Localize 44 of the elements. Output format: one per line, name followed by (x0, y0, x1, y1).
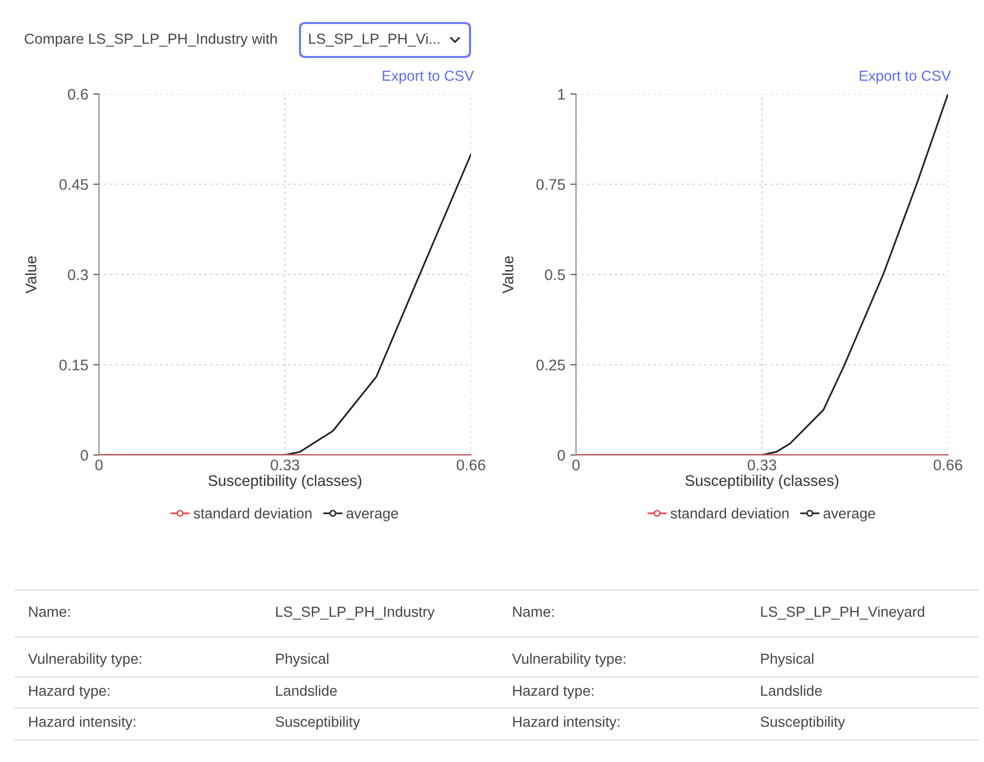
text: Landslide (761, 685, 822, 696)
text: LS_SP_LP_PH_Industry (276, 606, 435, 620)
text: Susceptibility (760, 716, 846, 730)
text: Export to CSV (382, 70, 474, 84)
text: Vulnerability type: (512, 653, 626, 667)
y-tick-label: 0.25 (536, 360, 565, 370)
x-tick-label: 0 (572, 460, 580, 470)
y-tick-label: 0.75 (536, 179, 565, 190)
text: LS_SP_LP_PH_Vi... (309, 33, 440, 47)
x-tick-label: 0.66 (934, 460, 962, 470)
legend-label: standard deviation (670, 508, 788, 519)
legend-label: average (824, 510, 875, 522)
text: Landslide (276, 685, 337, 696)
text: Hazard type: (29, 685, 110, 699)
text: Hazard intensity: (29, 716, 136, 730)
y-axis-title: Value (25, 256, 36, 294)
text: Name: (29, 606, 70, 617)
text: Export to CSV (860, 70, 951, 84)
x-tick-label: 0.66 (456, 460, 486, 470)
text: Hazard intensity: (513, 716, 620, 730)
text: Vulnerability type: (28, 653, 142, 667)
x-tick-label: 0.33 (270, 460, 300, 470)
text: Physical (761, 653, 814, 667)
y-axis-title: Value (502, 256, 514, 294)
text: Susceptibility (276, 716, 360, 730)
y-tick-label: 0.45 (59, 179, 88, 190)
x-axis-title: Susceptibility (classes) (685, 474, 838, 490)
y-tick-label: 0 (558, 450, 565, 461)
y-tick-label: 1 (558, 89, 565, 100)
y-tick-label: 0 (80, 450, 88, 461)
y-tick-label: 0.3 (68, 269, 88, 280)
text: Compare LS_SP_LP_PH_Industry with (24, 33, 277, 47)
y-tick-label: 0.5 (544, 269, 565, 280)
x-tick-label: 0 (95, 460, 103, 470)
text: Physical (276, 653, 328, 667)
text: LS_SP_LP_PH_Vineyard (761, 606, 924, 620)
x-axis-title: Susceptibility (classes) (208, 474, 362, 490)
text: Hazard type: (513, 685, 594, 699)
legend-label: standard deviation (194, 508, 312, 519)
text: Name: (513, 606, 554, 617)
y-tick-label: 0.6 (68, 88, 88, 100)
legend-label: average (346, 510, 398, 522)
y-tick-label: 0.15 (59, 360, 88, 370)
x-tick-label: 0.33 (748, 460, 776, 470)
